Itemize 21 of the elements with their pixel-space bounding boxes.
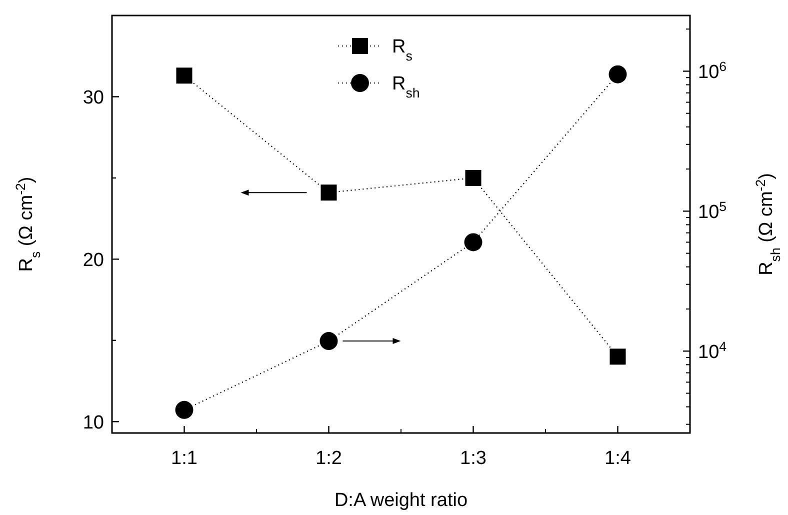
x-tick-label: 1:4 xyxy=(604,448,632,469)
legend-label: R$_{s}$ xyxy=(392,36,413,64)
point xyxy=(610,348,626,365)
point xyxy=(175,400,194,419)
legend-label: R$_{sh}$ xyxy=(392,74,420,100)
point xyxy=(320,184,337,201)
x-axis-title: D:A weight ratio xyxy=(334,490,468,511)
point xyxy=(320,332,338,350)
point xyxy=(176,68,192,84)
point xyxy=(464,233,482,252)
x-tick-label: 1:1 xyxy=(171,448,198,469)
y-tick-label: 30 xyxy=(82,87,104,108)
y-tick-label: 20 xyxy=(82,250,104,271)
y2-tick-label: 10$^{4}$ xyxy=(698,338,727,363)
point xyxy=(465,170,482,186)
x-tick-label: 1:3 xyxy=(460,448,486,469)
y2-tick-label: 10$^{6}$ xyxy=(698,58,727,83)
y-tick-label: 10 xyxy=(82,412,104,434)
point xyxy=(608,65,627,84)
x-tick-label: 1:2 xyxy=(316,448,342,469)
y2-tick-label: 10$^{5}$ xyxy=(698,198,727,223)
